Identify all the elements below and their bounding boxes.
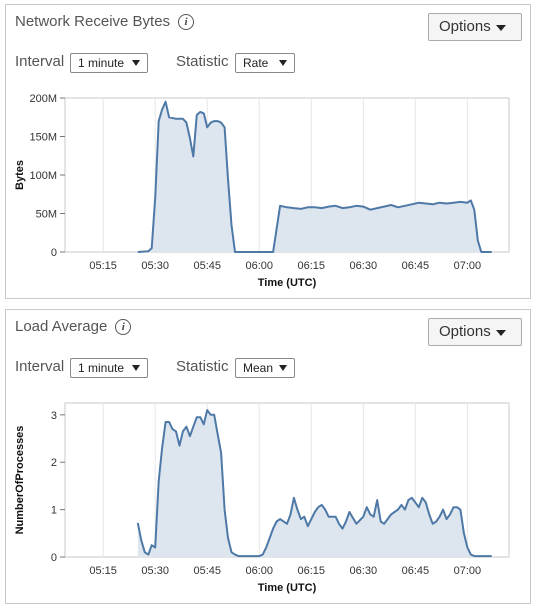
- info-icon[interactable]: i: [178, 14, 195, 30]
- interval-label: Interval: [15, 358, 65, 375]
- y-tick-label: 200M: [29, 93, 57, 105]
- x-tick-label: 06:15: [298, 565, 326, 577]
- series-area: [137, 101, 492, 252]
- y-tick-label: 0: [51, 552, 57, 564]
- caret-down-icon: [132, 365, 140, 371]
- interval-select[interactable]: 1 minute: [70, 358, 148, 378]
- y-tick-label: 50M: [36, 209, 57, 221]
- options-button-label: Options: [439, 323, 491, 340]
- statistic-label: Statistic: [176, 358, 229, 375]
- x-tick-label: 06:45: [402, 565, 430, 577]
- x-tick-label: 06:30: [350, 565, 378, 577]
- options-button[interactable]: Options: [428, 318, 522, 346]
- panel-title-text: Network Receive Bytes: [15, 13, 171, 30]
- panel-title-text: Load Average: [15, 318, 108, 335]
- y-tick-label: 0: [51, 247, 57, 259]
- x-tick-label: 05:30: [141, 260, 169, 272]
- interval-select-value: 1 minute: [78, 56, 125, 70]
- load-average-chart: 05:15 05:30 05:45 06:00 06:15 06:30 06:45 07:00…: [14, 402, 510, 594]
- series-line: [136, 409, 492, 558]
- caret-down-icon: [496, 25, 506, 31]
- series-area: [137, 410, 492, 557]
- x-tick-label: 07:00: [454, 565, 482, 577]
- panel-title: Network Receive Bytes i: [15, 13, 195, 30]
- x-tick-label: 05:30: [141, 565, 169, 577]
- interval-select-value: 1 minute: [78, 361, 125, 375]
- x-tick-label: 07:00: [454, 260, 482, 272]
- info-icon[interactable]: i: [115, 319, 132, 335]
- caret-down-icon: [279, 60, 287, 66]
- statistic-select-value: Rate: [243, 56, 269, 70]
- statistic-select[interactable]: Rate: [235, 53, 295, 73]
- y-tick-label: 3: [51, 410, 57, 422]
- interval-select[interactable]: 1 minute: [70, 53, 148, 73]
- x-tick-label: 05:45: [193, 260, 221, 272]
- y-tick-label: 2: [51, 457, 57, 469]
- y-tick-label: 1: [51, 505, 57, 517]
- caret-down-icon: [132, 60, 140, 66]
- y-axis-label: Bytes: [14, 160, 26, 190]
- x-axis-label: Time (UTC): [258, 582, 317, 594]
- caret-down-icon: [496, 330, 506, 336]
- y-axis-label: NumberOfProcesses: [14, 426, 26, 535]
- x-tick-label: 06:00: [245, 565, 273, 577]
- options-button-label: Options: [439, 18, 491, 35]
- x-tick-label: 05:45: [193, 565, 221, 577]
- x-tick-label: 06:00: [245, 260, 273, 272]
- statistic-label: Statistic: [176, 53, 229, 70]
- network-receive-bytes-chart: 05:15 05:30 05:45 06:00 06:15 06:30 06:45 07:00…: [14, 93, 510, 289]
- x-tick-label: 05:15: [89, 260, 117, 272]
- x-tick-label: 06:15: [298, 260, 326, 272]
- panel-title: Load Average i: [15, 318, 132, 335]
- series-line: [137, 100, 492, 253]
- x-tick-label: 06:45: [402, 260, 430, 272]
- statistic-select-value: Mean: [243, 361, 274, 375]
- y-tick-label: 100M: [29, 170, 57, 182]
- interval-label: Interval: [15, 53, 65, 70]
- y-tick-label: 150M: [29, 132, 57, 144]
- statistic-select[interactable]: Mean: [235, 358, 295, 378]
- x-tick-label: 06:30: [350, 260, 378, 272]
- x-tick-label: 05:15: [89, 565, 117, 577]
- caret-down-icon: [279, 365, 287, 371]
- options-button[interactable]: Options: [428, 13, 522, 41]
- x-axis-label: Time (UTC): [258, 277, 317, 289]
